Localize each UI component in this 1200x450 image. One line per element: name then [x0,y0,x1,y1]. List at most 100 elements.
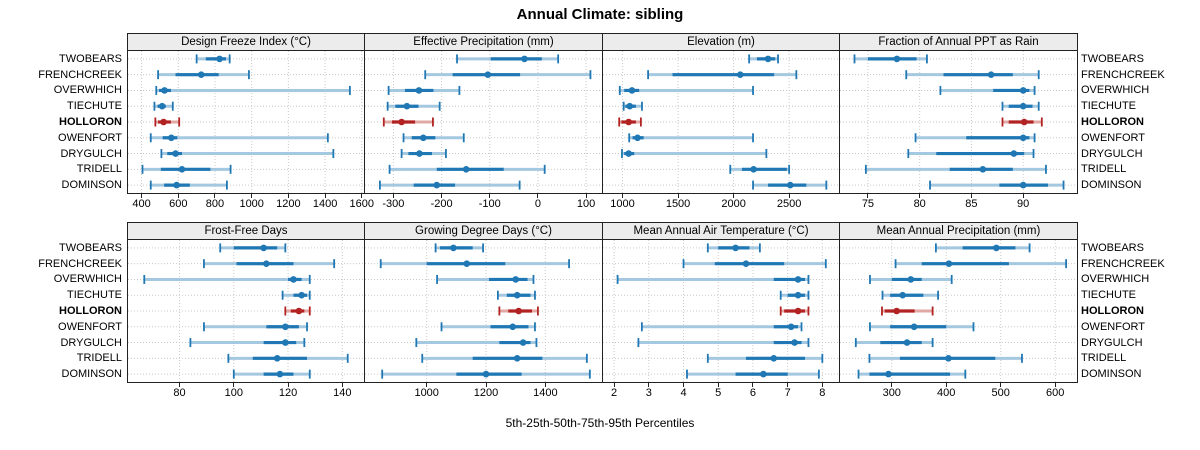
x-axis-tick [613,383,615,387]
interval-series [622,101,643,111]
x-tick-label: 300 [882,387,901,399]
x-axis-tick [426,383,428,387]
station-label-right-drygulch: DRYGULCH [1081,147,1143,160]
median-dot [732,244,739,252]
station-label-right-tiechute: TIECHUTE [1081,100,1136,113]
interval-series [905,70,1040,80]
interval-series-highlight [284,306,311,316]
interval-series [752,180,828,190]
interval-series [153,101,174,111]
station-label-right-tiechute: TIECHUTE [1081,289,1136,302]
median-dot [172,150,179,157]
median-dot [295,307,303,315]
x-tick-label: 500 [991,387,1010,399]
interval-series [434,243,484,253]
x-axis-tick [752,383,754,387]
station-label-left-drygulch: DRYGULCH [60,336,122,349]
median-dot [263,260,270,267]
interval-series-highlight [618,117,642,127]
station-label-right-frenchcreek: FRENCHCREEK [1081,68,1165,81]
x-axis-tick [324,194,326,198]
interval-series [141,164,232,174]
median-dot [794,291,802,299]
panel-strip-title: Frost-Free Days [204,225,288,237]
interval-series [160,149,335,159]
station-label-left-twobears: TWOBEARS [59,52,122,65]
interval-series [853,54,928,64]
station-label-left-tridell: TRIDELL [76,352,122,365]
median-dot [634,134,641,142]
median-dot [899,291,906,299]
median-dot [750,166,757,173]
station-label-left-dominson: DOMINSON [61,179,123,192]
median-dot [1019,181,1027,189]
interval-series [647,70,798,80]
interval-series [387,85,461,95]
interval-series [195,54,231,64]
panel-strip: Growing Degree Days (°C) [364,222,603,240]
x-axis-tick [214,194,216,198]
interval-series [496,290,536,300]
median-dot [786,181,794,189]
station-label-left-frenchcreek: FRENCHCREEK [38,257,122,270]
interval-series [914,133,1036,143]
interval-series [628,133,754,143]
interval-series [929,180,1065,190]
x-tick-label: 100 [576,198,596,210]
x-axis-tick [788,194,790,198]
interval-series-highlight [382,117,434,127]
median-dot [893,307,900,315]
panel-strip-title: Effective Precipitation (mm) [413,36,554,48]
median-dot [1019,102,1027,110]
median-dot [398,118,405,126]
x-tick-label: 90 [1017,198,1030,210]
interval-series [706,243,761,253]
median-dot [770,355,778,362]
interval-series [729,164,791,174]
station-label-right-dominson: DOMINSON [1081,179,1142,192]
x-tick-label: 80 [913,198,926,210]
interval-series [157,70,250,80]
x-tick-label: 1600 [349,198,375,210]
x-tick-label: 1400 [533,387,558,399]
median-dot [298,291,305,299]
interval-series [381,369,591,379]
x-axis-tick [970,194,972,198]
x-axis-tick [537,194,539,198]
interval-series [203,322,308,332]
x-axis-tick [141,194,143,198]
x-axis-tick [585,194,587,198]
x-tick-label: -100 [478,198,501,210]
interval-series [149,133,329,143]
station-label-left-tridell: TRIDELL [76,163,122,176]
interval-series [189,338,306,348]
panel-plot-svg [128,51,364,193]
median-dot [416,150,423,157]
station-label-left-overwhich: OVERWHICH [53,273,122,286]
median-dot [993,244,1000,252]
x-axis-tick [891,383,893,387]
x-axis-tick [287,194,289,198]
median-dot [979,166,987,173]
panel-plot-area [602,239,840,383]
station-label-left-twobears: TWOBEARS [59,241,122,254]
median-dot [463,260,471,267]
x-tick-label: 6 [749,387,756,399]
median-dot [197,71,205,78]
panel-plot-svg [840,240,1077,382]
station-label-left-holloron: HOLLORON [59,305,122,317]
interval-series-highlight [498,306,539,316]
station-label-right-tridell: TRIDELL [1081,352,1127,365]
station-label-right-holloron: HOLLORON [1081,116,1144,128]
interval-series [748,54,779,64]
median-dot [515,307,522,315]
station-label-left-tiechute: TIECHUTE [67,100,122,113]
station-label-right-tridell: TRIDELL [1081,163,1127,176]
median-dot [433,181,441,189]
median-dot [791,339,798,346]
median-dot [178,166,186,173]
panel-plot-svg [603,51,839,193]
x-axis-tick [179,383,181,387]
station-label-right-frenchcreek: FRENCHCREEK [1081,257,1165,270]
interval-series [894,259,1068,269]
